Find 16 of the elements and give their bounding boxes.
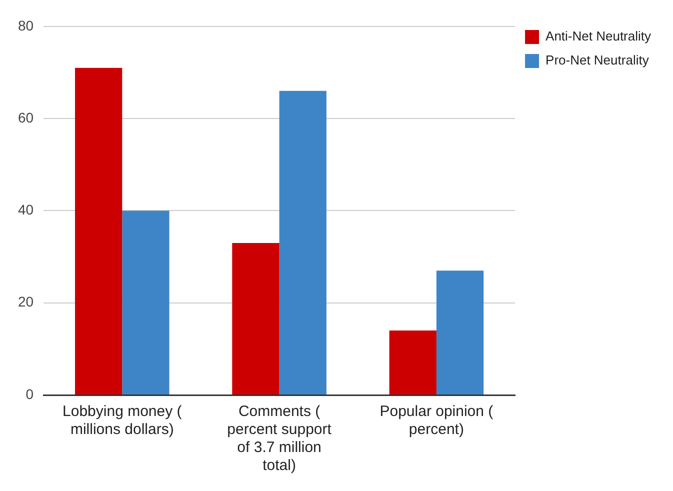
y-tick-label: 80 <box>18 17 34 34</box>
bar <box>436 270 484 394</box>
x-tick-label: Lobbying money ( millions dollars) <box>62 403 182 438</box>
bar <box>232 242 280 394</box>
legend-label: Pro-Net Neutrality <box>546 52 650 68</box>
y-tick-label: 60 <box>18 109 34 126</box>
y-tick-label: 20 <box>18 294 34 310</box>
x-tick-label: Popular opinion ( percent) <box>380 403 494 438</box>
bar <box>279 90 326 394</box>
y-tick-label: 0 <box>26 386 34 402</box>
bar <box>75 68 122 394</box>
bar <box>122 210 170 394</box>
y-tick-label: 40 <box>18 202 34 218</box>
x-tick-label: Comments ( percent support of 3.7 million total) <box>227 403 332 474</box>
legend-label: Anti-Net Neutrality <box>546 28 652 44</box>
bar <box>389 330 436 394</box>
